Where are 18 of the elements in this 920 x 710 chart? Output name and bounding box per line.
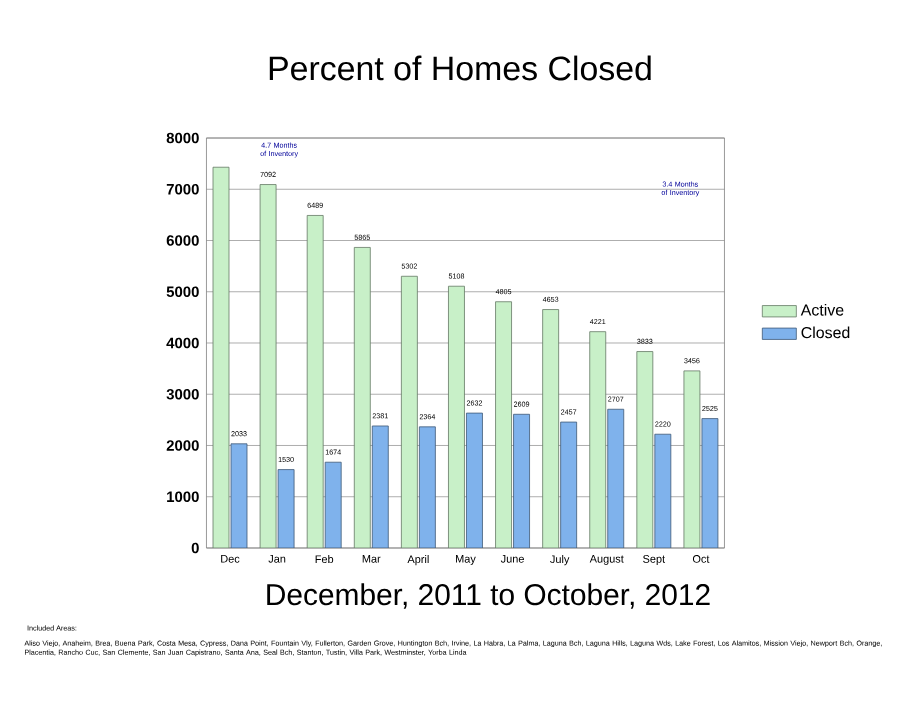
bar (353, 247, 371, 548)
bar (589, 331, 607, 548)
bar (636, 351, 654, 548)
bar (448, 285, 465, 548)
bar (466, 412, 483, 548)
bar (607, 408, 625, 548)
bar (371, 425, 389, 548)
bar (654, 433, 672, 548)
text: December, 2011 to October, 2012 (267, 583, 710, 609)
bar (324, 461, 342, 548)
bar (513, 413, 530, 548)
bar (418, 426, 436, 548)
bar (542, 309, 560, 548)
bar (306, 215, 324, 548)
bar (400, 275, 418, 548)
chart-title: Percent of Homes Closed (269, 55, 651, 81)
bar (560, 421, 578, 548)
bar (495, 301, 512, 548)
